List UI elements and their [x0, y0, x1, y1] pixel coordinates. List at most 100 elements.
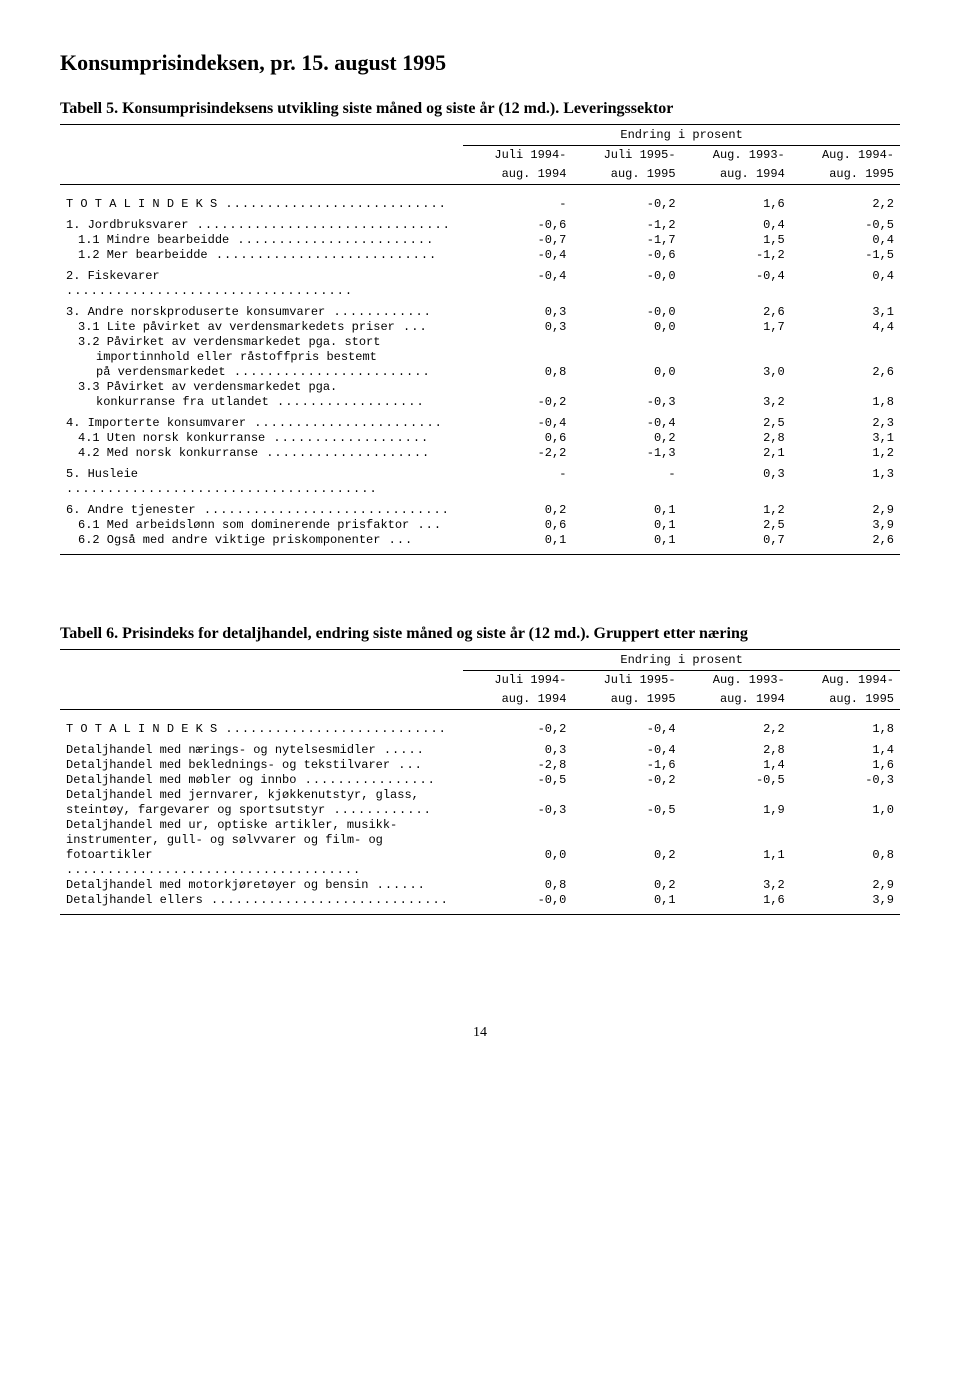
table5-row: 4.2 Med norsk konkurranse ..............… — [60, 446, 900, 461]
cell: -0,2 — [463, 395, 572, 410]
cell — [572, 833, 681, 848]
cell — [682, 350, 791, 365]
cell: 0,0 — [463, 848, 572, 878]
cell: - — [572, 467, 681, 497]
page-number: 14 — [60, 1025, 900, 1041]
cell: -0,5 — [682, 773, 791, 788]
cell: 2,6 — [682, 305, 791, 320]
row-label: Detaljhandel med jernvarer, kjøkkenutsty… — [60, 788, 463, 803]
table5-row: konkurranse fra utlandet ...............… — [60, 395, 900, 410]
cell — [791, 788, 900, 803]
table5-row: 5. Husleie .............................… — [60, 467, 900, 497]
cell: 0,8 — [791, 848, 900, 878]
cell — [463, 818, 572, 833]
cell — [791, 350, 900, 365]
cell: 0,3 — [463, 320, 572, 335]
row-label: Detaljhandel med møbler og innbo .......… — [60, 773, 463, 788]
cell: 1,8 — [791, 395, 900, 410]
row-label: 1.1 Mindre bearbeidde ..................… — [60, 233, 463, 248]
row-label: konkurranse fra utlandet ...............… — [60, 395, 463, 410]
table5-row: på verdensmarkedet .....................… — [60, 365, 900, 380]
cell: 1,4 — [791, 743, 900, 758]
cell: -0,5 — [463, 773, 572, 788]
cell: -0,5 — [791, 218, 900, 233]
table5-row: 3.2 Påvirket av verdensmarkedet pga. sto… — [60, 335, 900, 350]
cell: 3,2 — [682, 395, 791, 410]
cell — [572, 788, 681, 803]
cell: 2,2 — [682, 722, 791, 737]
row-label: 4. Importerte konsumvarer ..............… — [60, 416, 463, 431]
cell: 1,0 — [791, 803, 900, 818]
cell: 0,3 — [463, 743, 572, 758]
row-label: 4.2 Med norsk konkurranse ..............… — [60, 446, 463, 461]
table6-row: T O T A L I N D E K S ..................… — [60, 722, 900, 737]
cell: -0,4 — [572, 743, 681, 758]
cell: -0,4 — [682, 269, 791, 299]
cell: -0,3 — [463, 803, 572, 818]
cell — [791, 818, 900, 833]
table6-row: Detaljhandel med motorkjøretøyer og bens… — [60, 878, 900, 893]
cell: -0,6 — [463, 218, 572, 233]
cell: 1,2 — [791, 446, 900, 461]
cell: -0,0 — [572, 269, 681, 299]
table5-caption: Tabell 5. Konsumprisindeksens utvikling … — [60, 100, 900, 118]
cell — [572, 380, 681, 395]
row-label: instrumenter, gull- og sølvvarer og film… — [60, 833, 463, 848]
cell: -1,2 — [572, 218, 681, 233]
row-label: Detaljhandel med motorkjøretøyer og bens… — [60, 878, 463, 893]
table5-row: 4.1 Uten norsk konkurranse .............… — [60, 431, 900, 446]
row-label: steintøy, fargevarer og sportsutstyr ...… — [60, 803, 463, 818]
cell: 2,8 — [682, 743, 791, 758]
cell — [682, 788, 791, 803]
table5-row: 1.2 Mer bearbeidde .....................… — [60, 248, 900, 263]
row-label: T O T A L I N D E K S ..................… — [60, 197, 463, 212]
table5-row: 1.1 Mindre bearbeidde ..................… — [60, 233, 900, 248]
table5-row: T O T A L I N D E K S ..................… — [60, 197, 900, 212]
table6-row: steintøy, fargevarer og sportsutstyr ...… — [60, 803, 900, 818]
cell: 1,6 — [682, 197, 791, 212]
cell: -0,5 — [572, 803, 681, 818]
cell: 3,1 — [791, 305, 900, 320]
cell: -0,4 — [572, 416, 681, 431]
cell: 1,8 — [791, 722, 900, 737]
row-label: 6. Andre tjenester .....................… — [60, 503, 463, 518]
cell: 2,6 — [791, 365, 900, 380]
cell: 0,3 — [463, 305, 572, 320]
cell: 0,1 — [572, 503, 681, 518]
table6: Endring i prosent Juli 1994- Juli 1995- … — [60, 649, 900, 915]
cell — [463, 788, 572, 803]
cell: 0,1 — [572, 533, 681, 548]
cell: -0,4 — [463, 248, 572, 263]
row-label: 3.3 Påvirket av verdensmarkedet pga. — [60, 380, 463, 395]
cell: - — [463, 197, 572, 212]
cell: -0,0 — [463, 893, 572, 908]
cell — [682, 833, 791, 848]
cell: 0,8 — [463, 878, 572, 893]
cell: -0,3 — [791, 773, 900, 788]
table6-row: Detaljhandel ellers ....................… — [60, 893, 900, 908]
cell: 3,1 — [791, 431, 900, 446]
cell: 4,4 — [791, 320, 900, 335]
table6-row: Detaljhandel med møbler og innbo .......… — [60, 773, 900, 788]
row-label: på verdensmarkedet .....................… — [60, 365, 463, 380]
cell — [682, 335, 791, 350]
cell: 1,6 — [682, 893, 791, 908]
cell: -0,3 — [572, 395, 681, 410]
row-label: 1. Jordbruksvarer ......................… — [60, 218, 463, 233]
row-label: 6.2 Også med andre viktige priskomponent… — [60, 533, 463, 548]
cell: 2,5 — [682, 518, 791, 533]
cell — [791, 833, 900, 848]
row-label: 3.2 Påvirket av verdensmarkedet pga. sto… — [60, 335, 463, 350]
table6-row: Detaljhandel med ur, optiske artikler, m… — [60, 818, 900, 833]
table5-row: 3. Andre norskproduserte konsumvarer ...… — [60, 305, 900, 320]
table5-row: 3.3 Påvirket av verdensmarkedet pga. — [60, 380, 900, 395]
row-label: Detaljhandel med nærings- og nytelsesmid… — [60, 743, 463, 758]
table6-row: Detaljhandel med beklednings- og tekstil… — [60, 758, 900, 773]
table6-row: fotoartikler ...........................… — [60, 848, 900, 878]
cell — [682, 818, 791, 833]
row-label: Detaljhandel ellers ....................… — [60, 893, 463, 908]
cell: -1,3 — [572, 446, 681, 461]
cell: -1,2 — [682, 248, 791, 263]
table5-row: 2. Fiskevarer ..........................… — [60, 269, 900, 299]
cell — [463, 335, 572, 350]
